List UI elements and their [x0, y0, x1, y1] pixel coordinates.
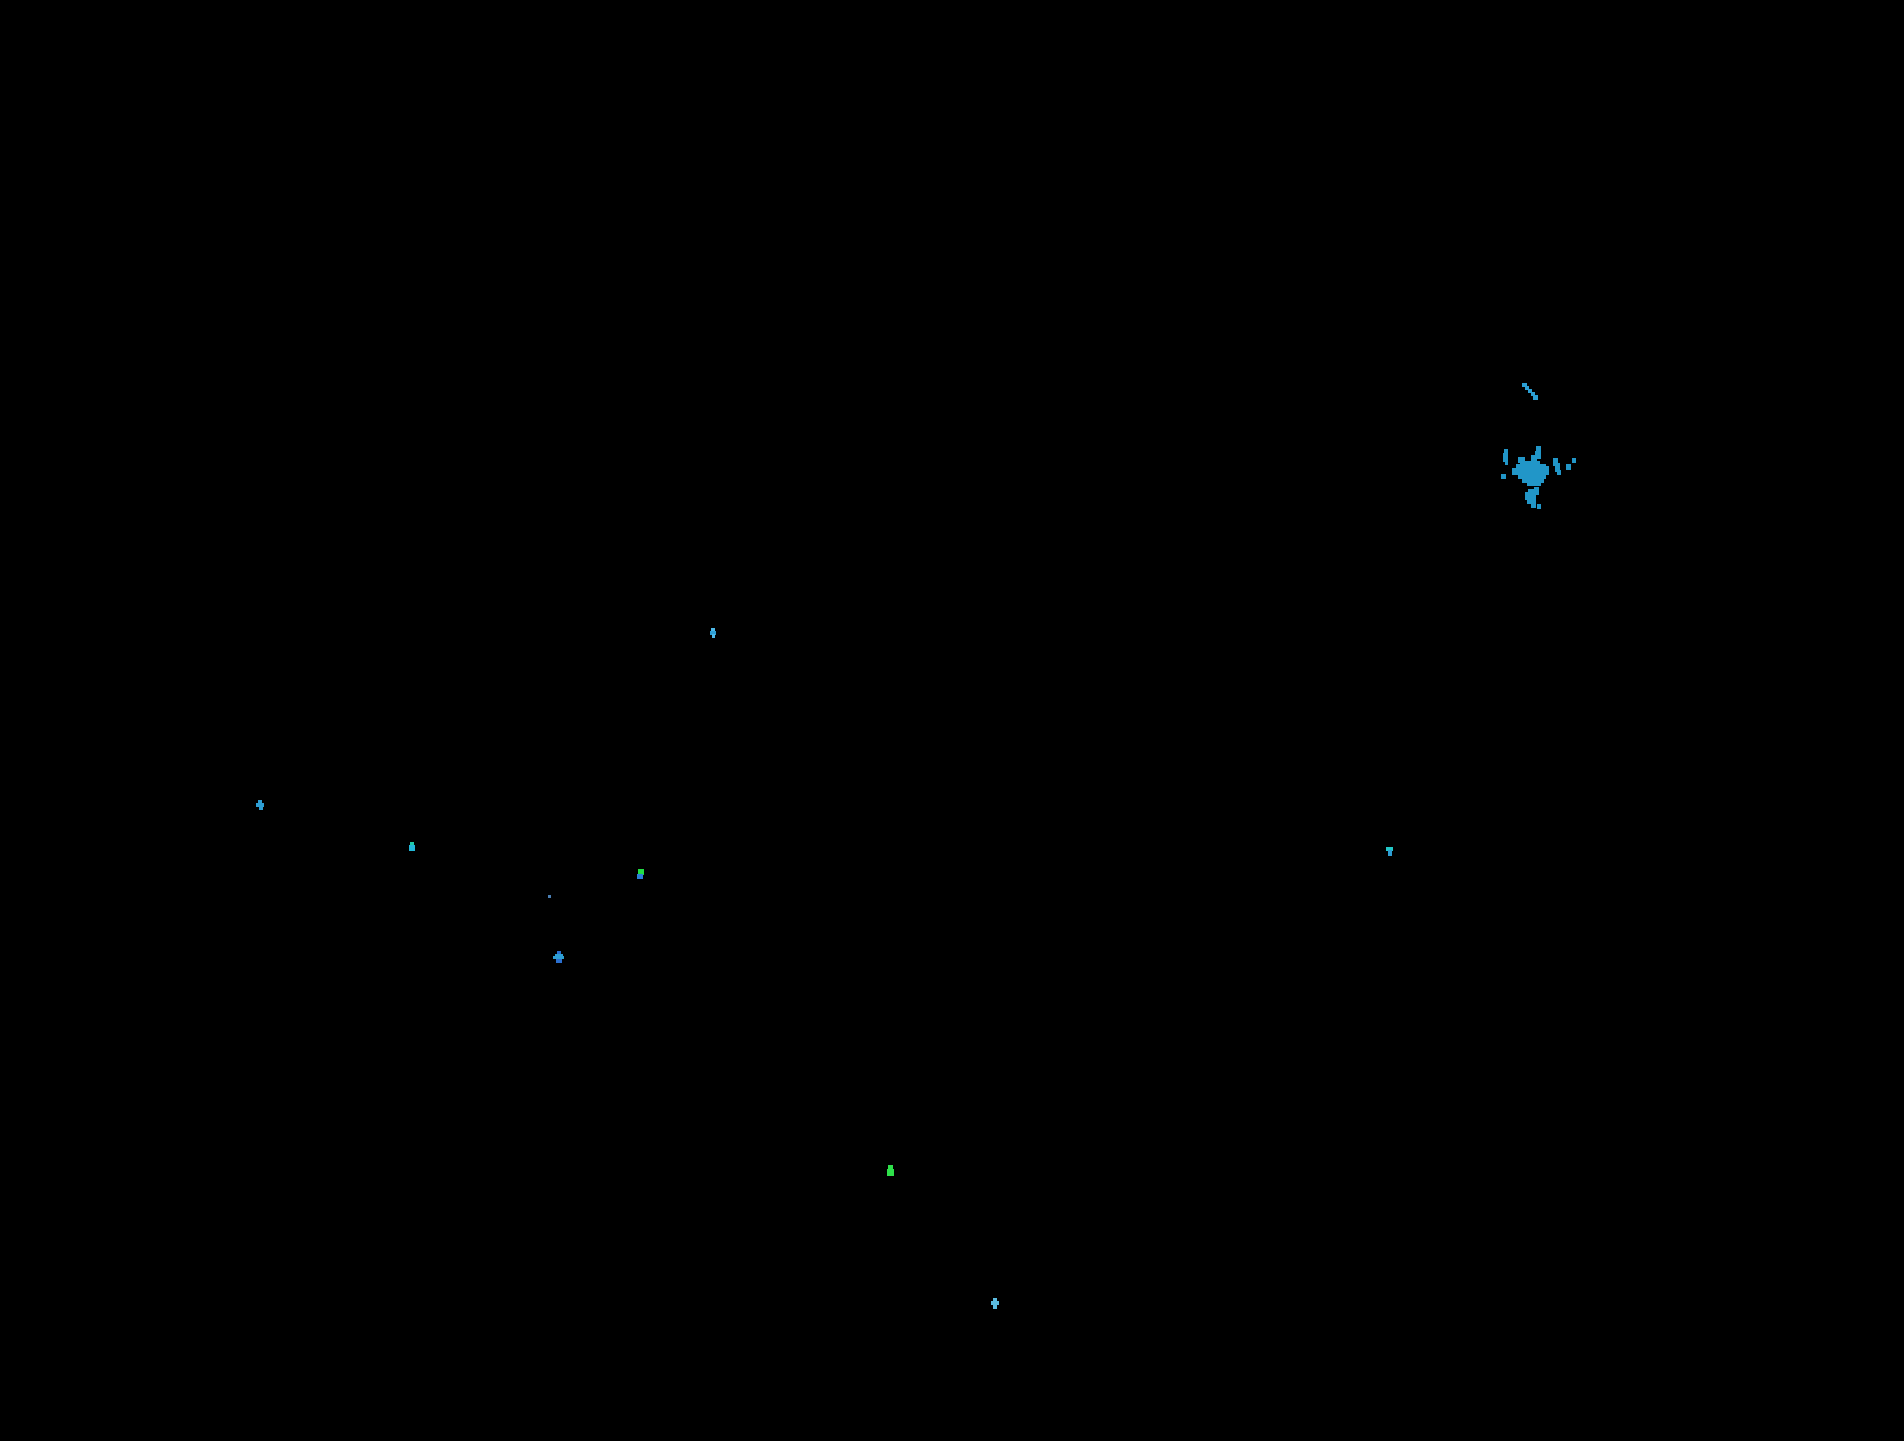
mask-region-dot-blue-bottom [991, 1298, 999, 1309]
mask-region-dot-diamond-center [553, 951, 564, 963]
mask-region-dot-teal-left [409, 842, 415, 851]
mask-region-dot-right-cyan [1386, 847, 1393, 856]
mask-region-dot-green-center [637, 869, 644, 879]
mask-region-streak-upper-right [1522, 383, 1538, 400]
mask-region-dot-faint-center [548, 895, 551, 898]
mask-region-cluster-main [1501, 446, 1576, 509]
mask-region-dot-left [256, 800, 264, 810]
mask-region-dot-center-upper [710, 628, 716, 638]
mask-region-dot-green-lower [887, 1165, 894, 1176]
